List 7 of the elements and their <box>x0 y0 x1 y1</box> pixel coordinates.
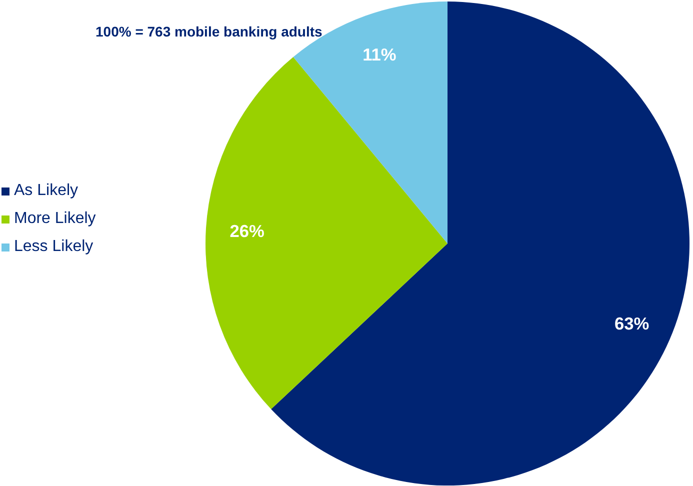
legend-label: More Likely <box>14 210 96 228</box>
data-label: 63% <box>614 313 650 334</box>
legend-label: As Likely <box>14 182 78 200</box>
data-label: 26% <box>230 220 264 241</box>
text: 100% = 763 mobile banking adults <box>96 24 323 40</box>
legend-label: Less Likely <box>14 238 94 256</box>
data-label: 11% <box>362 44 396 65</box>
